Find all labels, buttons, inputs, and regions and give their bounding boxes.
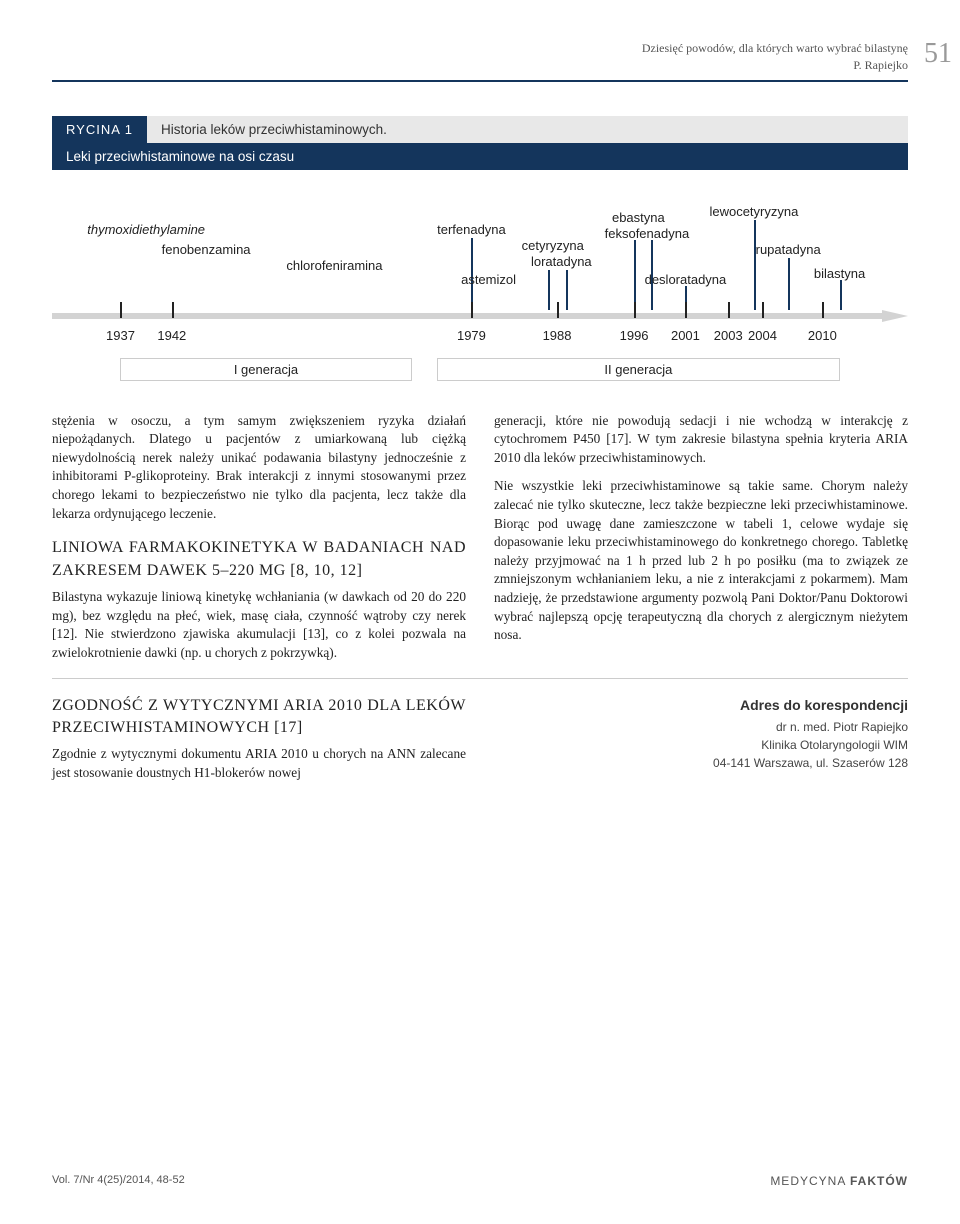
- page-footer: Vol. 7/Nr 4(25)/2014, 48-52 MEDYCYNA FAK…: [52, 1174, 908, 1188]
- footer-journal-plain: MEDYCYNA: [770, 1174, 850, 1188]
- year-2004: 2004: [748, 328, 777, 343]
- timeline-diagram: I generacja II generacja thymoxidiethyla…: [52, 180, 908, 380]
- address-title: Adres do korespondencji: [494, 695, 908, 716]
- drug-line: [754, 220, 756, 310]
- drug-line: [840, 280, 842, 310]
- footer-issue: Vol. 7/Nr 4(25)/2014, 48-52: [52, 1174, 185, 1188]
- drug-line: [566, 270, 568, 310]
- year-1979: 1979: [457, 328, 486, 343]
- drug-astemizol: astemizol: [461, 272, 516, 287]
- address-line2: Klinika Otolaryngologii WIM: [494, 736, 908, 754]
- author-name: P. Rapiejko: [853, 58, 908, 72]
- year-1937: 1937: [106, 328, 135, 343]
- body-p1: stężenia w osoczu, a tym samym zwiększen…: [52, 412, 466, 524]
- figure-1: RYCINA 1 Historia leków przeciwhistamino…: [52, 116, 908, 380]
- drug-lewocetyryzyna: lewocetyryzyna: [709, 204, 798, 219]
- timeline-arrow: [52, 310, 908, 322]
- generation-1: I generacja: [120, 358, 411, 381]
- year-1942: 1942: [157, 328, 186, 343]
- address-line3: 04-141 Warszawa, ul. Szaserów 128: [494, 754, 908, 772]
- body-p4: Nie wszystkie leki przeciwhistaminowe są…: [494, 477, 908, 644]
- drug-rupatadyna: rupatadyna: [756, 242, 821, 257]
- drug-cetyryzyna: cetyryzyna: [522, 238, 584, 253]
- address-line1: dr n. med. Piotr Rapiejko: [494, 718, 908, 736]
- section-aria: Zgodność z wytycznymi ARIA 2010 dla lekó…: [52, 695, 466, 740]
- year-2001: 2001: [671, 328, 700, 343]
- drug-ebastyna: ebastyna: [612, 210, 665, 225]
- drug-line: [788, 258, 790, 310]
- figure-label: RYCINA 1: [52, 116, 147, 143]
- article-title: Dziesięć powodów, dla których warto wybr…: [642, 41, 908, 55]
- page-number: 51: [924, 34, 952, 73]
- drug-desloratadyna: desloratadyna: [645, 272, 727, 287]
- year-1988: 1988: [543, 328, 572, 343]
- body-columns-2: Zgodność z wytycznymi ARIA 2010 dla lekó…: [52, 678, 908, 783]
- drug-line: [634, 240, 636, 310]
- figure-subtitle: Leki przeciwhistaminowe na osi czasu: [52, 143, 908, 170]
- section-linear-pk: Liniowa farmakokinetyka w badaniach nad …: [52, 537, 466, 582]
- drug-feksofenadyna: feksofenadyna: [605, 226, 690, 241]
- correspondence-address: Adres do korespondencji dr n. med. Piotr…: [494, 695, 908, 772]
- drug-fenobenzamina: fenobenzamina: [162, 242, 251, 257]
- year-2010: 2010: [808, 328, 837, 343]
- drug-thymoxidiethylamine: thymoxidiethylamine: [87, 222, 205, 237]
- drug-loratadyna: loratadyna: [531, 254, 592, 269]
- footer-journal: MEDYCYNA FAKTÓW: [770, 1174, 908, 1188]
- body-columns: stężenia w osoczu, a tym samym zwiększen…: [52, 412, 908, 664]
- drug-terfenadyna: terfenadyna: [437, 222, 506, 237]
- body-p3: generacji, które nie powodują sedacji i …: [494, 412, 908, 468]
- drug-line: [548, 270, 550, 310]
- running-header: Dziesięć powodów, dla których warto wybr…: [52, 40, 908, 82]
- year-1996: 1996: [620, 328, 649, 343]
- drug-chlorofeniramina: chlorofeniramina: [286, 258, 382, 273]
- figure-title: Historia leków przeciwhistaminowych.: [147, 116, 908, 143]
- generation-2: II generacja: [437, 358, 839, 381]
- footer-journal-bold: FAKTÓW: [850, 1174, 908, 1188]
- body-p5: Zgodnie z wytycznymi dokumentu ARIA 2010…: [52, 745, 466, 782]
- year-2003: 2003: [714, 328, 743, 343]
- drug-bilastyna: bilastyna: [814, 266, 865, 281]
- figure-header-row: RYCINA 1 Historia leków przeciwhistamino…: [52, 116, 908, 143]
- body-p2: Bilastyna wykazuje liniową kinetykę wchł…: [52, 588, 466, 662]
